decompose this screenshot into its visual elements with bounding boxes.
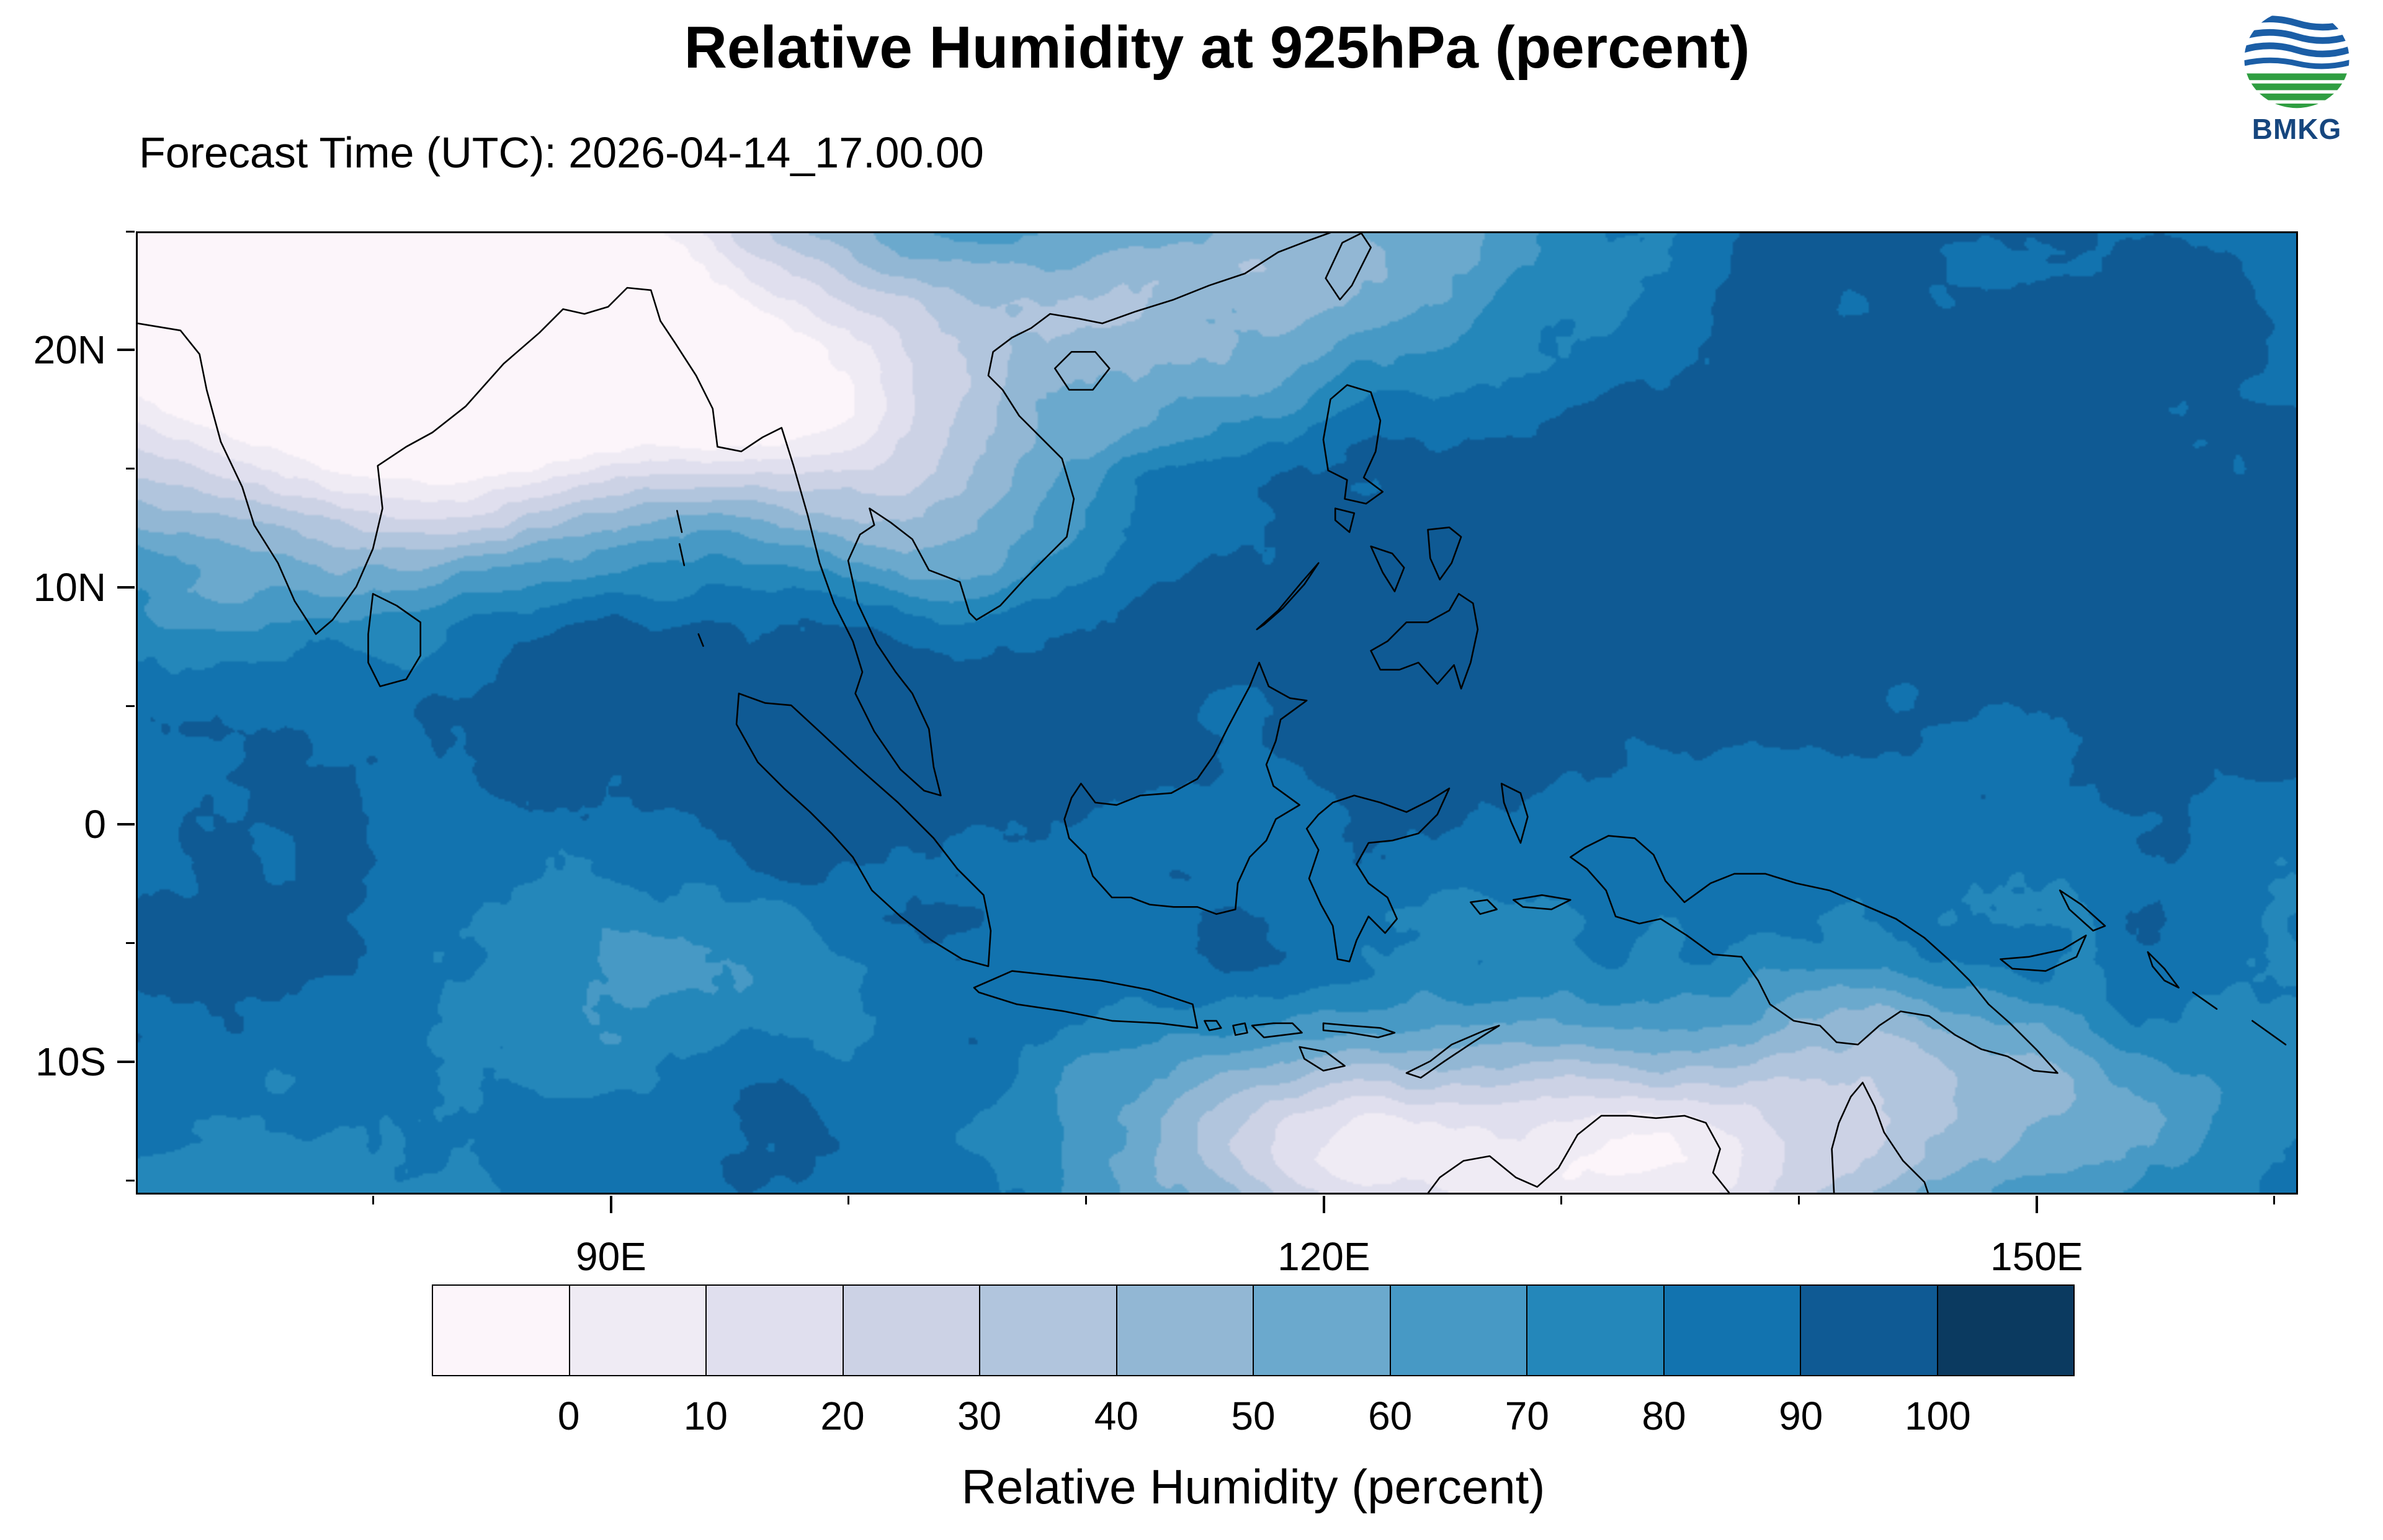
colorbar-box [1526,1284,1665,1376]
coastline-path [1427,1115,1730,1193]
colorbar-box [705,1284,844,1376]
chart-title: Relative Humidity at 925hPa (percent) [684,14,1750,81]
colorbar-tick-label: 0 [557,1394,580,1438]
coastline-path [1251,1022,1303,1038]
coastline-path [735,692,992,968]
lon-minor-tick [1560,1196,1563,1204]
colorbar-box [1936,1284,2075,1376]
bmkg-logo: BMKG [2215,9,2379,146]
coastline-path [1470,899,1498,915]
coastline-path [1204,1020,1222,1031]
colorbar-tick-label: 10 [683,1394,728,1438]
coastline-path [1054,351,1111,391]
colorbar-box [1253,1284,1391,1376]
colorbar-tick-label: 60 [1368,1394,1413,1438]
coastline-path [973,970,1199,1029]
lat-minor-tick [126,942,135,945]
coastline-path [1831,1082,1929,1193]
coastline-path [2147,951,2180,989]
colorbar-box [979,1284,1117,1376]
lon-major-tick [609,1196,612,1213]
lon-tick-label: 90E [575,1234,646,1279]
coastline-path [1370,593,1479,690]
lon-tick-label: 150E [1990,1234,2083,1279]
lat-major-tick [117,585,135,589]
coastline-path [138,233,1331,796]
coastline-path [2000,934,2087,972]
coastline-path [367,593,421,687]
lat-tick-label: 0 [84,802,106,847]
coastline-path [1325,233,1372,301]
coastline-path [1232,1022,1248,1036]
coastline-path [1405,1025,1500,1079]
lon-minor-tick [847,1196,850,1204]
coastline-path [1500,783,1529,844]
coastline-path [1256,562,1320,631]
lat-tick-label: 20N [33,327,106,373]
coastline-path [676,510,683,533]
coastline-path [2192,991,2218,1010]
lat-tick-label: 10N [33,564,106,610]
lon-minor-tick [1798,1196,1800,1204]
coastline-path [1334,507,1356,533]
colorbar-tick-label: 70 [1504,1394,1549,1438]
lon-minor-tick [372,1196,375,1204]
colorbar-box [432,1284,570,1376]
colorbar-tick-label: 50 [1231,1394,1276,1438]
coastline-path [1570,835,2059,1074]
lat-minor-tick [126,705,135,707]
coastline-path [1322,1022,1396,1038]
coastline-path [1513,894,1572,910]
colorbar-tick-label: 100 [1904,1394,1971,1438]
colorbar-box [1800,1284,1938,1376]
colorbar-box [568,1284,707,1376]
lon-tick-label: 120E [1277,1234,1370,1279]
coastline-path [697,633,704,647]
coastline-path [1427,527,1462,581]
colorbar-box [1389,1284,1527,1376]
lon-minor-tick [1085,1196,1088,1204]
lat-minor-tick [126,230,135,233]
lon-major-tick [2035,1196,2038,1213]
coastline-path [678,543,686,566]
colorbar-tick-label: 30 [957,1394,1002,1438]
bmkg-logo-icon [2244,9,2349,109]
colorbar-box [1663,1284,1801,1376]
coastline-path [1322,384,1384,505]
humidity-field-canvas [138,233,2296,1193]
colorbar-box [1115,1284,1254,1376]
forecast-time-label: Forecast Time (UTC): 2026-04-14_17.00.00 [139,128,984,177]
colorbar-tick-label: 20 [820,1394,865,1438]
colorbar-title: Relative Humidity (percent) [961,1459,1545,1514]
colorbar-box [842,1284,980,1376]
coastline-path [1299,1046,1346,1072]
bmkg-logo-text: BMKG [2251,113,2342,145]
colorbar-tick-label: 40 [1094,1394,1138,1438]
lat-major-tick [117,349,135,352]
lon-major-tick [1322,1196,1325,1213]
lon-minor-tick [2273,1196,2276,1204]
coastline-path [1370,545,1405,592]
lat-tick-label: 10S [35,1039,106,1084]
lat-minor-tick [126,1179,135,1182]
coastline-path [2251,1020,2287,1046]
colorbar [432,1284,2075,1376]
coastline-path [2059,889,2106,932]
map-panel [136,231,2298,1195]
colorbar-tick-label: 80 [1642,1394,1686,1438]
coastline-path [1305,787,1451,963]
coastlines-overlay [138,233,2287,1193]
lat-minor-tick [126,468,135,470]
colorbar-tick-label: 90 [1779,1394,1823,1438]
lat-major-tick [117,823,135,826]
lat-major-tick [117,1060,135,1063]
coastline-path [1063,662,1308,915]
